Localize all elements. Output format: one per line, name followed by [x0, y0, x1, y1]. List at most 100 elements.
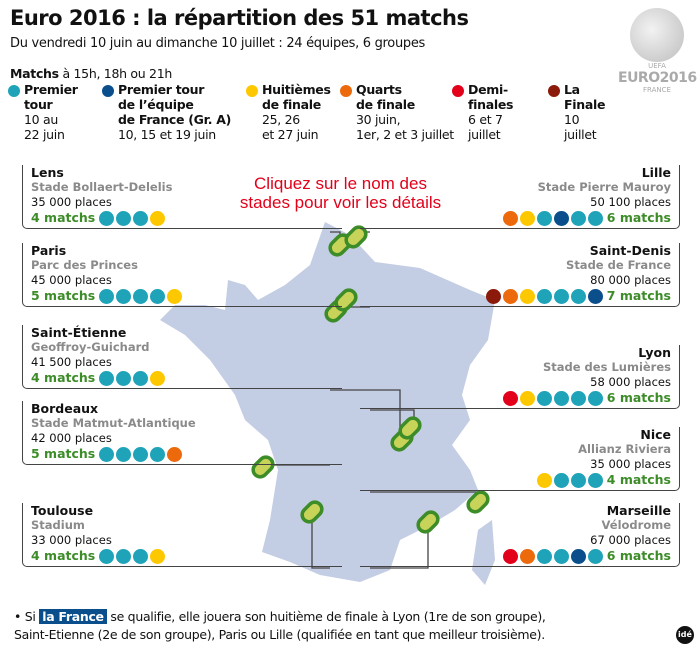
match-dot-premier	[536, 289, 552, 304]
stadium-card[interactable]: Lens Stade Bollaert-Delelis 35 000 places 4…	[22, 165, 342, 229]
match-dot-premier	[570, 289, 586, 304]
city-name[interactable]: Nice	[640, 427, 671, 442]
legend-item-quarts: Quarts de finale 30 juin, 1er, 2 et 3 juill…	[340, 82, 454, 142]
legend-dates: juillet	[468, 127, 501, 142]
stadium-marker-9[interactable]	[415, 509, 440, 534]
stadium-name[interactable]: Parc des Princes	[31, 258, 138, 272]
city-name[interactable]: Toulouse	[31, 503, 94, 518]
city-name[interactable]: Lyon	[638, 345, 671, 360]
stadium-name[interactable]: Allianz Riviera	[578, 442, 671, 456]
stadium-marker-3[interactable]	[250, 454, 275, 479]
capacity: 35 000 places	[590, 457, 671, 471]
trophy-icon	[630, 8, 684, 62]
stadium-name[interactable]: Stade Matmut-Atlantique	[31, 416, 196, 430]
legend-dot	[8, 85, 20, 97]
city-name[interactable]: Marseille	[606, 503, 671, 518]
city-name[interactable]: Paris	[31, 243, 67, 258]
footnote-line-1: se qualifie, elle jouera son huitième de…	[106, 609, 546, 624]
stadium-marker-4[interactable]	[299, 499, 324, 524]
match-dot-premier	[553, 473, 569, 488]
stadium-name[interactable]: Stade Pierre Mauroy	[537, 180, 671, 194]
legend-heading: Finale	[564, 97, 606, 112]
match-dot-premier	[587, 549, 603, 564]
bullet: • Si	[14, 609, 40, 624]
match-times: Matchs à 15h, 18h ou 21h	[10, 66, 172, 81]
legend-dates: 1er, 2 et 3 juillet	[356, 127, 454, 142]
city-name[interactable]: Saint-Étienne	[31, 325, 127, 340]
match-dots	[99, 289, 183, 304]
stadium-card[interactable]: Saint-Étienne Geoffroy-Guichard 41 500 pla…	[22, 325, 342, 389]
stadium-card[interactable]: Lyon Stade des Lumières 58 000 places 6 mat…	[360, 345, 680, 409]
match-dot-premier	[570, 473, 586, 488]
match-dots	[99, 549, 166, 564]
page-title: Euro 2016 : la répartition des 51 matchs	[10, 6, 469, 30]
match-dot-premier	[133, 549, 149, 564]
stadium-marker-8[interactable]	[465, 489, 490, 514]
stadium-name[interactable]: Stade des Lumières	[542, 360, 671, 374]
match-dot-huitiemes	[150, 211, 166, 226]
match-dot-premier	[150, 447, 166, 462]
city-name[interactable]: Lens	[31, 165, 64, 180]
stadium-name[interactable]: Vélodrome	[601, 518, 672, 532]
stadium-name[interactable]: Stade Bollaert-Delelis	[31, 180, 173, 194]
match-dot-premier	[116, 447, 132, 462]
stadium-card[interactable]: Marseille Vélodrome 67 000 places 6 matchs	[360, 503, 680, 567]
match-dot-premier	[99, 289, 115, 304]
match-dot-france	[570, 549, 586, 564]
stadium-card[interactable]: Lille Stade Pierre Mauroy 50 100 places 6 m…	[360, 165, 680, 229]
leader-saint-etienne	[330, 389, 401, 440]
match-dot-huitiemes	[150, 549, 166, 564]
match-dot-huitiemes	[150, 371, 166, 386]
legend-dates: 30 juin,	[356, 112, 401, 127]
stadium-card[interactable]: Saint-Denis Stade de France 80 000 places 7…	[360, 243, 680, 307]
stadium-card[interactable]: Nice Allianz Riviera 35 000 places 4 matchs	[360, 427, 680, 491]
match-count: 6 matchs	[606, 210, 671, 225]
legend-dot	[246, 85, 258, 97]
capacity: 45 000 places	[31, 273, 112, 287]
match-dot-quarts	[519, 549, 535, 564]
stadium-card[interactable]: Toulouse Stadium 33 000 places 4 matchs	[22, 503, 342, 567]
stadium-name[interactable]: Stade de France	[566, 258, 671, 272]
match-count: 5 matchs	[31, 446, 96, 461]
stadium-name[interactable]: Stadium	[31, 518, 85, 532]
match-dot-huitiemes	[536, 473, 552, 488]
city-name[interactable]: Lille	[641, 165, 671, 180]
match-count: 6 matchs	[606, 548, 671, 563]
legend-heading: tour	[24, 97, 53, 112]
match-count: 7 matchs	[606, 288, 671, 303]
leader-toulouse	[311, 512, 330, 569]
capacity: 58 000 places	[590, 375, 671, 389]
match-dot-premier	[536, 391, 552, 406]
match-dots	[536, 473, 603, 488]
stadium-marker-7[interactable]	[397, 415, 422, 440]
match-dot-huitiemes	[519, 391, 535, 406]
corsica	[472, 520, 495, 585]
city-name[interactable]: Bordeaux	[31, 401, 99, 416]
match-dot-demi	[502, 391, 518, 406]
match-dot-premier	[536, 549, 552, 564]
match-dots	[99, 211, 166, 226]
match-dot-huitiemes	[167, 289, 183, 304]
france-link[interactable]: la France	[39, 609, 107, 624]
stadium-marker-5[interactable]	[343, 224, 368, 249]
match-dot-huitiemes	[519, 211, 535, 226]
stadium-card[interactable]: Bordeaux Stade Matmut-Atlantique 42 000 pl…	[22, 401, 342, 465]
capacity: 80 000 places	[590, 273, 671, 287]
legend-dot	[548, 85, 560, 97]
match-dot-demi	[502, 549, 518, 564]
city-name[interactable]: Saint-Denis	[589, 243, 671, 258]
footnote: • Si la France se qualifie, elle jouera …	[14, 608, 546, 644]
match-dot-huitiemes	[519, 289, 535, 304]
match-count: 4 matchs	[31, 370, 96, 385]
legend-item-finale: La Finale 10 juillet	[548, 82, 606, 142]
legend-heading: finales	[468, 97, 514, 112]
capacity: 42 000 places	[31, 431, 112, 445]
legend-heading: Huitièmes	[262, 82, 331, 97]
match-dot-premier	[553, 549, 569, 564]
stadium-name[interactable]: Geoffroy-Guichard	[31, 340, 150, 354]
legend-heading: de France (Gr. A)	[118, 112, 231, 127]
stadium-card[interactable]: Paris Parc des Princes 45 000 places 5 matc…	[22, 243, 342, 307]
match-count: 6 matchs	[606, 390, 671, 405]
match-dot-premier	[133, 289, 149, 304]
